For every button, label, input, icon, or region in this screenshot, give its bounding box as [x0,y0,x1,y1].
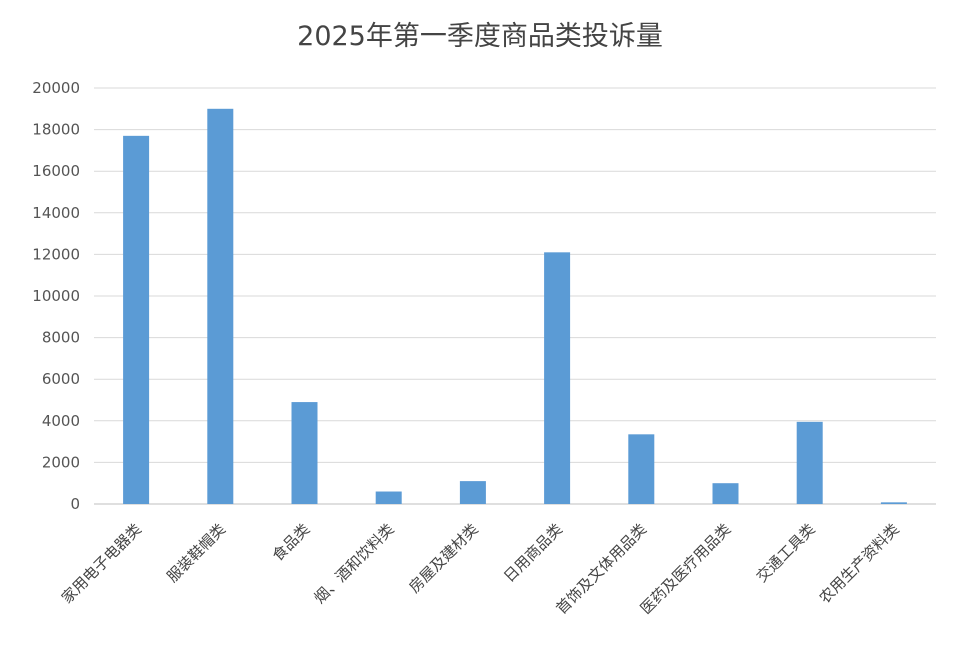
x-tick-label: 烟、酒和饮料类 [311,520,398,607]
y-tick-label: 12000 [32,245,80,263]
y-tick-label: 4000 [42,412,80,430]
gridlines [94,87,936,505]
x-tick-label: 首饰及文体用品类 [553,520,651,618]
x-tick-label: 农用生产资料类 [816,520,903,607]
bar [628,434,655,504]
x-tick-label: 家用电子电器类 [58,520,145,607]
x-tick-label: 服装鞋帽类 [163,520,229,586]
y-tick-label: 0 [70,495,80,513]
x-tick-label: 食品类 [269,520,314,565]
bar [207,108,234,505]
x-tick-label: 交通工具类 [753,520,819,586]
bar [712,483,739,504]
bar [880,502,907,504]
y-tick-label: 6000 [42,370,80,388]
bars [123,108,907,505]
y-tick-label: 16000 [32,162,80,180]
x-tick-label: 日用商品类 [500,520,566,586]
bar [375,491,402,504]
x-tick-label: 房屋及建材类 [405,520,481,596]
bar [459,481,486,504]
bar [291,402,318,504]
bar [544,252,571,504]
y-tick-label: 14000 [32,204,80,222]
y-axis-ticks: 0 2000 4000 6000 8000 10000 12000 14000 16000 180… [32,79,80,513]
bar [796,421,823,504]
bar [123,135,150,504]
y-tick-label: 18000 [32,121,80,139]
x-tick-label: 医药及医疗用品类 [637,520,735,618]
chart-title: 2025年第一季度商品类投诉量 [297,21,663,52]
y-tick-label: 8000 [42,329,80,347]
y-tick-label: 20000 [32,79,80,97]
y-tick-label: 10000 [32,287,80,305]
y-tick-label: 2000 [42,453,80,471]
